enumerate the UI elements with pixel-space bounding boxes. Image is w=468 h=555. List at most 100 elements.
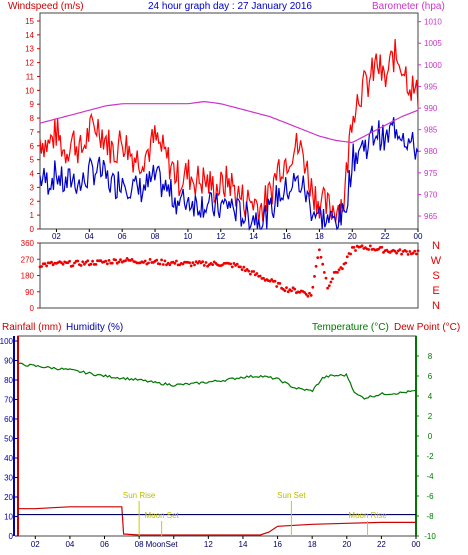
temperature-tick-label: 0 xyxy=(428,432,433,441)
x-tick-label: 06 xyxy=(118,232,127,241)
barometer-axis-label: Barometer (hpa) xyxy=(372,1,445,12)
x-tick-label: 12 xyxy=(216,232,225,241)
direction-point xyxy=(368,244,372,248)
direction-point xyxy=(318,248,321,252)
x-tick-label: 08 xyxy=(135,540,144,549)
direction-point xyxy=(161,263,165,266)
direction-point xyxy=(382,251,385,254)
astro-label: Sun Set xyxy=(277,491,306,500)
direction-point xyxy=(275,285,279,288)
direction-point xyxy=(173,262,177,265)
direction-point xyxy=(415,252,418,256)
direction-point xyxy=(230,265,234,269)
direction-point xyxy=(283,289,287,293)
humidity-tick-label: 10 xyxy=(4,513,13,522)
direction-point xyxy=(308,291,311,295)
direction-point xyxy=(255,272,259,275)
x-tick-label: 12 xyxy=(204,540,213,549)
lower-x-ticks: 02 04 06 08 12 14 16 18 20 22 00 MoonSet xyxy=(31,536,421,549)
direction-point xyxy=(319,255,323,259)
direction-point xyxy=(413,249,417,253)
astro-label: Sun Rise xyxy=(123,491,156,500)
direction-tick-label: 270 xyxy=(21,255,35,264)
barometer-tick-label: 990 xyxy=(424,104,438,113)
direction-point xyxy=(40,265,43,268)
direction-point xyxy=(45,264,48,268)
temperature-tick-label: 8 xyxy=(428,352,433,361)
x-tick-label: 04 xyxy=(65,540,74,549)
direction-point xyxy=(86,259,90,263)
barometer-tick-label: 985 xyxy=(424,126,438,135)
direction-point xyxy=(405,250,408,253)
astro-label: Moon Rise xyxy=(348,511,387,520)
humidity-tick-label: 30 xyxy=(4,474,13,483)
x-tick-label: 14 xyxy=(249,232,258,241)
direction-point xyxy=(188,261,192,265)
direction-point xyxy=(273,279,277,283)
windspeed-tick-label: 3 xyxy=(30,183,35,192)
direction-point xyxy=(285,286,288,289)
windspeed-tick-label: 9 xyxy=(30,100,35,109)
direction-point xyxy=(380,245,384,249)
x-tick-label: 04 xyxy=(85,232,94,241)
humidity-tick-label: 80 xyxy=(4,376,13,385)
direction-point xyxy=(148,258,152,261)
direction-point xyxy=(89,262,93,266)
humidity-tick-label: 20 xyxy=(4,493,13,502)
direction-point xyxy=(309,294,313,297)
direction-point xyxy=(165,263,168,267)
direction-point xyxy=(114,258,117,262)
x-tick-label: 22 xyxy=(377,540,386,549)
direction-point xyxy=(321,262,325,266)
direction-point xyxy=(61,262,65,266)
barometer-tick-label: 970 xyxy=(424,190,438,199)
direction-point xyxy=(110,261,114,265)
direction-point xyxy=(324,276,328,280)
compass-label: W xyxy=(431,255,442,267)
windspeed-tick-label: 14 xyxy=(25,31,34,40)
direction-point xyxy=(331,277,334,281)
direction-point xyxy=(147,261,150,265)
chart-title: 24 hour graph day : 27 January 2016 xyxy=(148,1,312,12)
wind-series xyxy=(39,39,419,232)
astro-label: Moon Set xyxy=(145,511,180,520)
x-tick-label: 20 xyxy=(342,540,351,549)
windspeed-tick-label: 13 xyxy=(25,45,34,54)
direction-point xyxy=(201,260,205,263)
direction-point xyxy=(181,262,185,266)
barometer-tick-label: 1010 xyxy=(424,18,442,27)
humidity-tick-label: 70 xyxy=(4,396,13,405)
direction-point xyxy=(125,257,129,260)
lower-panel: Rainfall (mm) Humidity (%) Temperature (… xyxy=(0,322,460,549)
direction-point xyxy=(411,251,415,255)
direction-point xyxy=(344,261,348,265)
barometer-tick-label: 975 xyxy=(424,169,438,178)
barometer-line xyxy=(39,100,419,144)
windspeed-line xyxy=(39,39,419,224)
windspeed-tick-label: 12 xyxy=(25,59,34,68)
direction-point xyxy=(119,258,122,262)
x-tick-label: 02 xyxy=(52,232,61,241)
direction-point xyxy=(306,294,310,298)
wind-panel: Windspeed (m/s) Barometer (hpa) 01234567… xyxy=(8,1,445,241)
x-tick-label: 08 xyxy=(151,232,160,241)
direction-point xyxy=(316,256,320,259)
direction-point xyxy=(83,262,86,266)
direction-tick-label: 360 xyxy=(21,239,35,248)
dewpoint-axis-label: Dew Point (°C) xyxy=(394,322,460,333)
direction-point xyxy=(408,250,412,253)
direction-point xyxy=(270,278,274,281)
direction-panel-frame xyxy=(39,242,419,309)
temperature-tick-label: 6 xyxy=(428,372,433,381)
humidity-tick-label: 60 xyxy=(4,415,13,424)
windspeed-tick-label: 1 xyxy=(30,211,35,220)
direction-point xyxy=(43,262,47,265)
direction-point xyxy=(327,284,331,288)
temperature-tick-label: 4 xyxy=(428,392,433,401)
rainfall-axis-label: Rainfall (mm) xyxy=(2,322,61,333)
direction-point xyxy=(235,262,239,266)
direction-point xyxy=(249,272,252,276)
